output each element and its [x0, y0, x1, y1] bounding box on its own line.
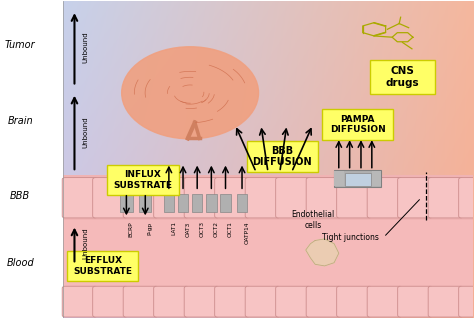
FancyBboxPatch shape	[398, 178, 433, 218]
FancyBboxPatch shape	[184, 286, 219, 317]
FancyBboxPatch shape	[246, 141, 318, 172]
FancyBboxPatch shape	[337, 178, 372, 218]
Bar	[334, 170, 381, 187]
FancyBboxPatch shape	[93, 178, 128, 218]
Text: Brain: Brain	[8, 116, 33, 126]
FancyBboxPatch shape	[123, 178, 158, 218]
FancyBboxPatch shape	[67, 251, 138, 281]
Bar	[139, 193, 151, 212]
FancyBboxPatch shape	[215, 286, 250, 317]
FancyBboxPatch shape	[398, 286, 433, 317]
FancyBboxPatch shape	[322, 109, 393, 140]
FancyBboxPatch shape	[459, 178, 474, 218]
Text: OCT3: OCT3	[200, 221, 205, 237]
FancyBboxPatch shape	[93, 286, 128, 317]
Bar	[237, 195, 247, 212]
FancyBboxPatch shape	[107, 165, 179, 196]
Bar	[345, 174, 371, 186]
FancyBboxPatch shape	[367, 286, 402, 317]
Text: PAMPA
DIFFUSION: PAMPA DIFFUSION	[330, 115, 385, 134]
FancyBboxPatch shape	[245, 286, 280, 317]
FancyBboxPatch shape	[215, 178, 250, 218]
Text: EFFLUX
SUBSTRATE: EFFLUX SUBSTRATE	[73, 256, 132, 276]
Text: P-gp: P-gp	[147, 221, 153, 234]
Bar	[63, 175, 474, 220]
FancyBboxPatch shape	[367, 178, 402, 218]
Bar	[1, 1, 63, 318]
Text: LAT1: LAT1	[171, 221, 176, 235]
Circle shape	[122, 47, 258, 139]
FancyBboxPatch shape	[459, 286, 474, 317]
FancyBboxPatch shape	[428, 178, 463, 218]
Text: OCT1: OCT1	[228, 221, 233, 237]
Bar	[178, 195, 188, 212]
Bar	[334, 172, 344, 186]
Bar	[206, 195, 217, 212]
Text: Endothelial
cells: Endothelial cells	[292, 210, 335, 230]
Text: OCT2: OCT2	[214, 221, 219, 237]
Bar	[220, 195, 231, 212]
FancyBboxPatch shape	[428, 286, 463, 317]
Text: OAT3: OAT3	[185, 221, 191, 237]
Text: BBB: BBB	[10, 191, 30, 201]
Bar	[164, 195, 174, 212]
Text: INFLUX
SUBSTRATE: INFLUX SUBSTRATE	[113, 170, 173, 190]
FancyBboxPatch shape	[337, 286, 372, 317]
Polygon shape	[306, 239, 339, 266]
FancyBboxPatch shape	[62, 178, 97, 218]
Bar	[192, 195, 202, 212]
Text: Tumor: Tumor	[5, 40, 36, 50]
FancyBboxPatch shape	[276, 178, 310, 218]
Text: Unbound: Unbound	[82, 228, 88, 259]
Text: Tight junctions: Tight junctions	[322, 233, 379, 242]
Text: Unbound: Unbound	[82, 31, 88, 63]
Bar	[120, 193, 133, 212]
Text: OATP14: OATP14	[245, 221, 249, 244]
Text: Blood: Blood	[6, 258, 34, 268]
FancyBboxPatch shape	[370, 60, 435, 94]
Text: CNS
drugs: CNS drugs	[386, 66, 419, 88]
FancyBboxPatch shape	[306, 286, 341, 317]
FancyBboxPatch shape	[276, 286, 310, 317]
FancyBboxPatch shape	[245, 178, 280, 218]
FancyBboxPatch shape	[306, 178, 341, 218]
Bar	[63, 220, 474, 315]
FancyBboxPatch shape	[184, 178, 219, 218]
Bar	[372, 172, 381, 186]
Text: BCRP: BCRP	[129, 221, 134, 237]
FancyBboxPatch shape	[154, 178, 189, 218]
FancyBboxPatch shape	[123, 286, 158, 317]
Text: Unbound: Unbound	[82, 117, 88, 148]
FancyBboxPatch shape	[62, 286, 97, 317]
Text: BBB
DIFFUSION: BBB DIFFUSION	[252, 145, 312, 167]
FancyBboxPatch shape	[154, 286, 189, 317]
